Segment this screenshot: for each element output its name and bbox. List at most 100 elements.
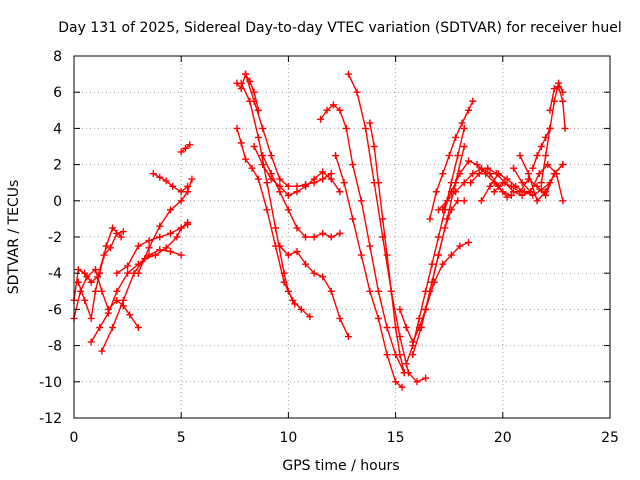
data-point bbox=[387, 287, 395, 295]
data-point bbox=[370, 143, 378, 150]
data-point bbox=[242, 70, 250, 78]
data-point bbox=[91, 266, 99, 274]
data-point bbox=[263, 206, 271, 214]
data-point bbox=[302, 260, 310, 268]
data-point bbox=[542, 188, 550, 196]
data-point bbox=[383, 351, 391, 359]
data-point bbox=[336, 106, 344, 114]
data-point bbox=[464, 157, 472, 165]
data-point bbox=[293, 247, 301, 255]
data-point bbox=[460, 143, 468, 150]
series-12 bbox=[242, 70, 335, 190]
data-point bbox=[74, 266, 82, 274]
data-point bbox=[439, 206, 447, 214]
data-point bbox=[184, 220, 192, 228]
data-point bbox=[409, 351, 417, 359]
data-point bbox=[434, 233, 442, 241]
data-point bbox=[426, 215, 434, 223]
data-point bbox=[134, 242, 142, 250]
data-point bbox=[293, 224, 301, 232]
data-point bbox=[250, 143, 258, 150]
data-point bbox=[458, 119, 466, 127]
data-point bbox=[169, 182, 177, 190]
data-point bbox=[293, 188, 301, 196]
data-point bbox=[454, 197, 462, 205]
x-tick-label: 20 bbox=[494, 430, 512, 446]
series-2 bbox=[74, 224, 125, 322]
data-point bbox=[329, 101, 337, 109]
data-point bbox=[460, 197, 468, 205]
data-point bbox=[177, 197, 185, 205]
x-tick-label: 10 bbox=[279, 430, 297, 446]
data-point bbox=[357, 251, 365, 259]
series-trace bbox=[429, 100, 474, 220]
data-point bbox=[349, 215, 357, 223]
data-point bbox=[353, 88, 361, 96]
data-point bbox=[402, 324, 410, 331]
data-point bbox=[469, 170, 477, 178]
series-trace bbox=[347, 73, 427, 383]
data-point bbox=[267, 170, 275, 178]
data-point bbox=[327, 175, 335, 183]
y-tick-label: -8 bbox=[48, 339, 62, 355]
data-point bbox=[460, 179, 468, 187]
series-trace bbox=[116, 223, 189, 274]
data-point bbox=[422, 374, 430, 382]
data-point bbox=[344, 333, 352, 341]
data-point bbox=[439, 170, 447, 178]
data-point bbox=[473, 161, 481, 169]
data-point bbox=[98, 347, 106, 355]
data-point bbox=[134, 324, 142, 331]
data-point bbox=[276, 242, 284, 250]
y-tick-label: 4 bbox=[53, 121, 62, 137]
series-trace bbox=[334, 154, 403, 388]
data-point bbox=[248, 164, 256, 172]
data-point bbox=[467, 179, 475, 187]
grid-lines bbox=[74, 56, 610, 418]
data-point bbox=[434, 251, 442, 259]
data-point bbox=[162, 244, 170, 252]
data-point bbox=[291, 300, 299, 308]
data-point bbox=[259, 161, 267, 169]
data-point bbox=[74, 278, 82, 286]
x-tick-label: 5 bbox=[177, 430, 186, 446]
data-point bbox=[475, 170, 483, 178]
data-point bbox=[181, 144, 189, 152]
data-point bbox=[447, 188, 455, 196]
data-point bbox=[336, 314, 344, 322]
data-point bbox=[109, 324, 117, 331]
data-point bbox=[464, 238, 472, 246]
data-point bbox=[134, 269, 142, 277]
data-point bbox=[486, 182, 494, 190]
data-point bbox=[443, 215, 451, 223]
data-point bbox=[413, 378, 421, 386]
data-point bbox=[398, 383, 406, 391]
series-trace bbox=[405, 127, 465, 365]
series-0 bbox=[70, 266, 142, 331]
data-point bbox=[537, 143, 545, 150]
data-point bbox=[344, 70, 352, 78]
data-point bbox=[254, 175, 262, 183]
data-point bbox=[310, 175, 318, 183]
series-trace bbox=[73, 268, 140, 329]
axis-ticks: 0 5 10 15 20 25 -12 -10 -8 -6 -4 -2 0 2 4 6 8 bbox=[39, 49, 619, 446]
data-point bbox=[537, 179, 545, 187]
data-point bbox=[104, 309, 112, 317]
data-point bbox=[484, 164, 492, 172]
series-5 bbox=[113, 220, 192, 277]
data-point bbox=[342, 124, 350, 132]
series-trace bbox=[90, 248, 182, 343]
series-9 bbox=[233, 70, 262, 114]
data-point bbox=[310, 233, 318, 241]
data-point bbox=[284, 251, 292, 259]
data-point bbox=[237, 79, 245, 87]
series-trace bbox=[519, 154, 564, 202]
data-point bbox=[233, 124, 241, 132]
x-tick-label: 25 bbox=[601, 430, 619, 446]
series-18 bbox=[366, 119, 408, 377]
data-point bbox=[177, 148, 185, 156]
data-point bbox=[166, 229, 174, 237]
data-point bbox=[374, 314, 382, 322]
data-point bbox=[145, 244, 153, 252]
x-tick-label: 0 bbox=[70, 430, 79, 446]
